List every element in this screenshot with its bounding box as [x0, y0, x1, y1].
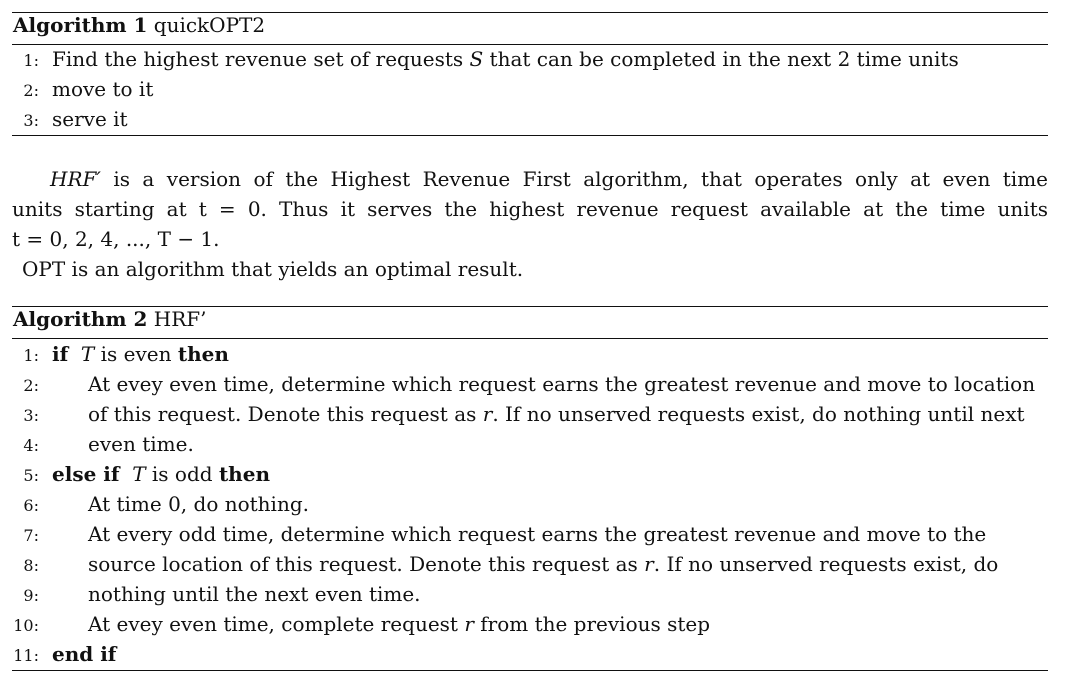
algorithm-line: 9: nothing until the next even time. — [12, 579, 421, 609]
line-number: 10: — [13, 616, 39, 635]
paragraph-line: HRF′ is a version of the Highest Revenue… — [12, 164, 1048, 194]
algorithm-line: 2: At evey even time, determine which req… — [12, 369, 1035, 399]
algorithm-line: 7: At every odd time, determine which req… — [12, 519, 986, 549]
algorithm-line: 3: of this request. Denote this request a… — [12, 399, 1025, 429]
keyword-then: then — [177, 342, 229, 366]
line-text: is even — [94, 342, 178, 366]
bottom-rule — [12, 135, 1048, 136]
line-text: . If no unserved requests exist, do — [653, 552, 999, 576]
line-text: nothing until the next even time. — [88, 582, 421, 606]
caption-rule — [12, 44, 1048, 45]
keyword-else-if: else if — [52, 462, 120, 486]
line-number: 1: — [23, 51, 39, 70]
line-text: from the previous step — [473, 612, 711, 636]
line-text: At time 0, do nothing. — [88, 492, 309, 516]
algorithm-1: Algorithm 1 quickOPT2 1: Find the highest… — [12, 12, 1048, 136]
line-number: 11: — [13, 646, 39, 665]
math-var: r — [482, 402, 493, 426]
algorithm-line: 11: end if — [12, 639, 116, 669]
algorithm-line: 2: move to it — [12, 74, 153, 104]
line-number: 8: — [23, 556, 39, 575]
line-text: At evey even time, complete request — [88, 612, 465, 636]
paragraph-line: units starting at t = 0. Thus it serves … — [12, 197, 1048, 221]
algorithm-line: 8: source location of this request. Denot… — [12, 549, 998, 579]
paragraph-math-line: t = 0, 2, 4, ..., T − 1. — [12, 227, 220, 251]
line-number: 7: — [23, 526, 39, 545]
line-number: 9: — [23, 586, 39, 605]
math-var: r — [464, 612, 474, 636]
algorithm-line: 6: At time 0, do nothing. — [12, 489, 309, 519]
algorithm-1-caption: Algorithm 1 quickOPT2 — [13, 13, 265, 37]
line-number: 6: — [23, 496, 39, 515]
keyword-then: then — [218, 462, 270, 486]
line-number: 3: — [23, 406, 39, 425]
body-paragraph: HRF′ is a version of the Highest Revenue… — [12, 164, 1048, 284]
line-text: even time. — [88, 432, 194, 456]
caption-rule — [12, 338, 1048, 339]
line-text: of this request. Denote this request as — [88, 402, 483, 426]
algorithm-2-label: Algorithm 2 — [13, 307, 148, 331]
algorithm-2-caption: Algorithm 2 HRF’ — [13, 307, 207, 331]
line-text: is odd — [145, 462, 219, 486]
math-var: S — [469, 47, 484, 71]
algorithm-line: 5: else if T is odd then — [12, 459, 270, 489]
line-number: 3: — [23, 111, 39, 130]
line-text: serve it — [52, 107, 128, 131]
line-text: move to it — [52, 77, 154, 101]
bottom-rule — [12, 670, 1048, 671]
algorithm-line: 1: if T is even then — [12, 339, 229, 369]
algorithm-1-name: quickOPT2 — [153, 13, 266, 37]
line-text: . If no unserved requests exist, do noth… — [492, 402, 1025, 426]
line-number: 2: — [23, 81, 39, 100]
line-number: 1: — [23, 346, 39, 365]
math-var: T — [80, 342, 95, 366]
keyword-if: if — [52, 342, 69, 366]
paragraph-line: OPT is an algorithm that yields an optim… — [22, 257, 524, 281]
keyword-end-if: end if — [52, 642, 117, 666]
line-text: Find the highest revenue set of requests — [52, 47, 470, 71]
line-number: 2: — [23, 376, 39, 395]
top-rule — [12, 306, 1048, 307]
math-var: T — [132, 462, 146, 486]
line-number: 5: — [23, 466, 39, 485]
algorithm-2-name: HRF’ — [153, 307, 207, 331]
line-text: At evey even time, determine which reque… — [88, 372, 1036, 396]
algorithm-line: 1: Find the highest revenue set of reques… — [12, 44, 959, 74]
algorithm-1-label: Algorithm 1 — [13, 13, 148, 37]
line-text: At every odd time, determine which reque… — [88, 522, 987, 546]
line-text: source location of this request. Denote … — [88, 552, 645, 576]
algorithm-line: 3: serve it — [12, 104, 128, 134]
algorithm-line: 10: At evey even time, complete request r… — [12, 609, 710, 639]
paragraph-text: is a version of the Highest Revenue Firs… — [100, 167, 1048, 191]
line-number: 4: — [23, 436, 39, 455]
algorithm-name-math: HRF′ — [50, 167, 101, 191]
algorithm-line: 4: even time. — [12, 429, 194, 459]
math-var: r — [644, 552, 654, 576]
top-rule — [12, 12, 1048, 13]
line-text: that can be completed in the next 2 time… — [483, 47, 959, 71]
algorithm-2: Algorithm 2 HRF’ 1: if T is even then 2: A… — [12, 306, 1048, 672]
